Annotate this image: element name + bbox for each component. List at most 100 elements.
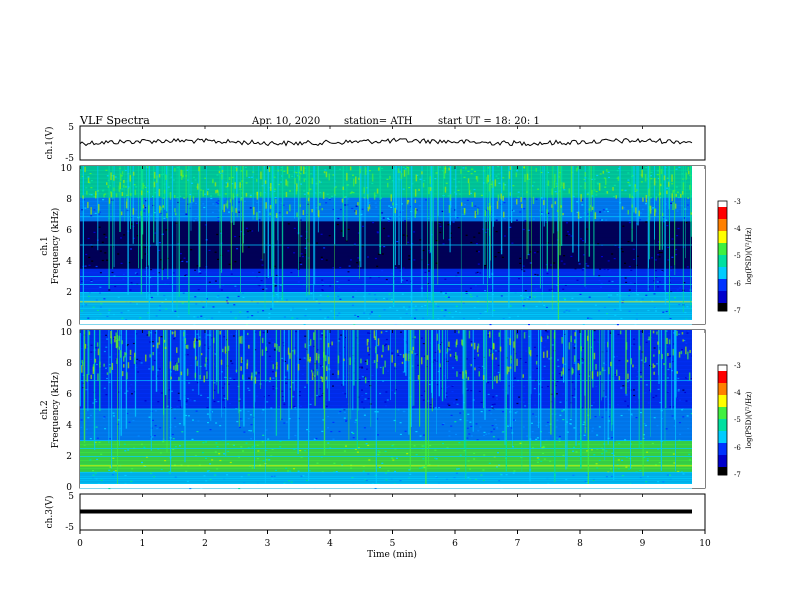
spec-speckle [625, 466, 628, 468]
spec-speckle [130, 248, 132, 250]
spec-noise [127, 188, 130, 196]
spec-speckle [630, 413, 633, 415]
spec-speckle [262, 288, 265, 290]
spec-speckle [316, 242, 318, 244]
spec-speckle [672, 361, 675, 363]
colorbar-segment [718, 447, 727, 450]
spec-speckle [564, 333, 567, 335]
spec-speckle [195, 410, 198, 412]
spec-speckle [630, 269, 633, 271]
spec-speckle [120, 237, 122, 239]
spec-noise [325, 171, 328, 178]
spec-noise [528, 346, 531, 353]
ch1-cbar-tick--3: -3 [734, 198, 741, 206]
spec-speckle [344, 204, 347, 206]
colorbar-segment [718, 243, 727, 246]
spec-speckle [420, 337, 423, 339]
spec-speckle [383, 297, 385, 299]
spec-speckle [646, 219, 649, 221]
colorbar-segment [718, 423, 727, 426]
spec-speckle [506, 341, 509, 343]
spec-speckle [154, 410, 157, 412]
spec-noise [106, 372, 109, 375]
spec-speckle [268, 338, 271, 340]
spec-speckle [325, 202, 328, 204]
spec-noise [84, 166, 86, 173]
spec-speckle [321, 279, 324, 281]
spec-speckle [600, 282, 603, 284]
spec-speckle [483, 434, 486, 436]
spec-band [80, 252, 692, 258]
spec-noise [554, 173, 556, 182]
colorbar-segment [718, 459, 727, 462]
spec-speckle [522, 228, 525, 231]
spec-speckle [207, 422, 209, 424]
spec-speckle [226, 296, 229, 298]
spec-speckle [417, 364, 419, 366]
spec-speckle [348, 255, 350, 257]
spec-speckle [339, 168, 342, 170]
spec-speckle [490, 413, 493, 415]
spec-speckle [406, 282, 408, 284]
ch1-cbar-tick--6: -6 [734, 280, 741, 288]
spec-speckle [451, 391, 454, 393]
spec-noise [199, 375, 201, 380]
spec-speckle [422, 399, 425, 401]
spec-speckle [240, 355, 243, 357]
spec-speckle [480, 401, 483, 403]
spec-speckle [321, 430, 324, 432]
spec-speckle [646, 475, 649, 478]
spec-speckle [592, 478, 595, 480]
ch1-waveform-panel: 5 -5 ch.1(V) [44, 123, 706, 164]
spec-speckle [168, 399, 171, 401]
spec-speckle [525, 308, 528, 310]
spec-noise [608, 367, 610, 375]
spec-speckle [462, 207, 465, 209]
spec-speckle [150, 214, 153, 216]
spec-speckle [256, 201, 259, 203]
spec-speckle [611, 437, 614, 439]
spec-speckle [516, 402, 519, 405]
spec-speckle [450, 234, 453, 236]
spec-speckle [162, 173, 165, 175]
spec-speckle [365, 443, 368, 445]
spec-speckle [573, 362, 576, 364]
spec-speckle [150, 472, 153, 474]
spec-speckle [666, 384, 669, 386]
spec-speckle [576, 201, 579, 203]
spec-speckle [96, 437, 99, 439]
spec-speckle [189, 487, 192, 490]
spec-speckle [347, 403, 349, 405]
spec-speckle [532, 369, 534, 371]
spec-noise [337, 370, 340, 375]
spec-speckle [516, 219, 518, 221]
spec-speckle [610, 468, 612, 470]
spec-noise [373, 360, 376, 363]
spec-speckle [597, 232, 600, 234]
spec-noise [156, 175, 158, 183]
spec-speckle [251, 446, 254, 448]
spec-noise [535, 360, 538, 365]
spec-speckle [547, 210, 549, 212]
spec-speckle [383, 246, 386, 248]
spec-speckle [375, 298, 378, 300]
spec-speckle [243, 247, 246, 249]
spec-speckle [179, 253, 182, 255]
x-tick-label: 8 [577, 539, 583, 549]
spec-noise [321, 376, 324, 383]
spec-speckle [268, 459, 271, 461]
spec-speckle [242, 292, 245, 294]
spec-speckle [540, 386, 543, 388]
spec-speckle [581, 204, 584, 206]
spec-speckle [556, 437, 559, 439]
spec-noise [239, 336, 242, 344]
colorbar-segment [718, 439, 727, 442]
spec-speckle [274, 284, 277, 286]
spec-speckle [239, 418, 242, 420]
spec-noise [223, 204, 225, 213]
colorbar-segment [718, 291, 727, 294]
spec-noise [359, 168, 361, 174]
spec-speckle [583, 434, 586, 436]
spec-speckle [500, 295, 503, 297]
spec-speckle [308, 339, 311, 341]
